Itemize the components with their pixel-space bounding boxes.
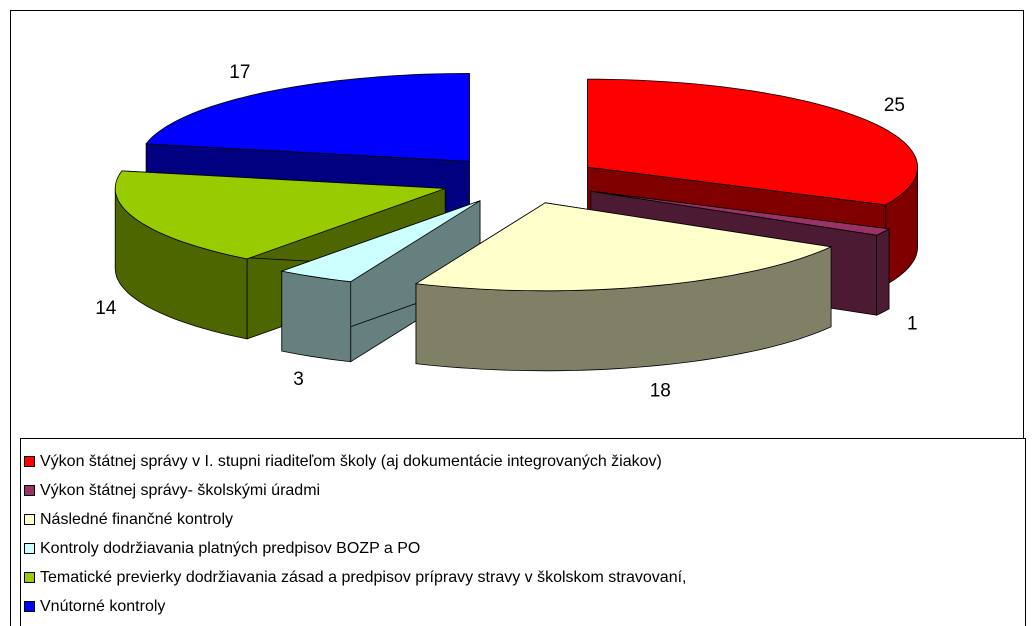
legend-label: Tematické previerky dodržiavania zásad a… [40, 569, 686, 586]
legend-swatch [24, 485, 35, 496]
data-label: 14 [95, 298, 117, 319]
legend-box [20, 438, 1026, 626]
pie-slice [590, 190, 891, 236]
pie-slice [114, 170, 446, 260]
data-label: 1 [907, 313, 918, 334]
slice-wall [876, 228, 890, 316]
legend-label: Výkon štátnej správy- školskými úradmi [40, 482, 320, 499]
legend-label: Vnútorné kontroly [40, 598, 165, 615]
legend-swatch [24, 572, 35, 583]
legend-label: Kontroly dodržiavania platných predpisov… [40, 540, 420, 557]
legend-swatch [24, 543, 35, 554]
pie-slice [280, 200, 481, 283]
legend-swatch [24, 601, 35, 612]
data-label: 17 [229, 62, 250, 83]
pie-slice [587, 78, 919, 206]
data-label: 18 [650, 380, 671, 401]
pie-slice [145, 72, 470, 162]
legend-label: Následné finančné kontroly [40, 511, 233, 528]
legend-swatch [24, 456, 35, 467]
data-label: 3 [293, 369, 304, 390]
slice-wall [281, 270, 352, 363]
legend-swatch [24, 514, 35, 525]
pie-slice [414, 202, 833, 292]
data-label: 25 [884, 95, 905, 116]
legend-label: Výkon štátnej správy v I. stupni riadite… [40, 453, 662, 470]
